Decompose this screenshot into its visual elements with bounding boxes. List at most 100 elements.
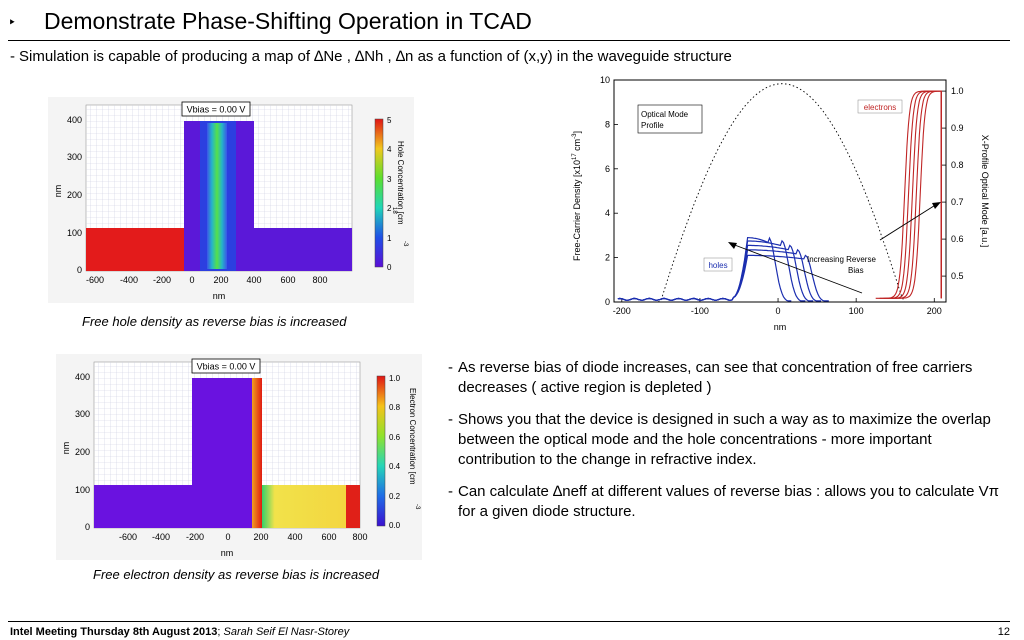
chart-y2-tick: 0.9 xyxy=(951,123,964,133)
electrons-label-box xyxy=(857,99,903,114)
chart-y-label-exp2: -3 xyxy=(572,133,578,139)
electron-map-vbias-label: Vbias = 0.00 V xyxy=(197,362,256,372)
hole-map-x-tick: 200 xyxy=(213,275,228,285)
electron-map-x-tick: 200 xyxy=(253,532,268,542)
electron-colorbar-tick: 1.0 xyxy=(389,374,401,383)
electron-map-x-tick: -200 xyxy=(186,532,204,542)
chart-y-label-unit: cm xyxy=(572,139,582,151)
bullet-item: - Can calculate ∆neff at different value… xyxy=(448,482,1004,522)
hole-map-y-tick: 200 xyxy=(67,190,82,200)
bullet-list: - As reverse bias of diode increases, ca… xyxy=(448,358,1004,534)
hole-map-x-tick: 0 xyxy=(189,275,194,285)
hole-colorbar-exponent: -3 xyxy=(402,241,408,247)
electron-map-x-tick: 600 xyxy=(321,532,336,542)
electron-map-y-tick: 300 xyxy=(75,409,90,419)
chart-x-tick: 100 xyxy=(849,306,864,316)
footer-meeting: Intel Meeting Thursday 8th August 2013 xyxy=(10,626,218,638)
optical-legend-label: Optical Mode xyxy=(641,110,689,119)
chart-y-label-exp1: 17 xyxy=(572,153,578,160)
chart-x-tick: 200 xyxy=(927,306,942,316)
electron-map-n-contact xyxy=(346,485,360,528)
hole-map-waveguide-core xyxy=(207,123,227,269)
optical-legend-box xyxy=(637,104,703,134)
bullet-item: - Shows you that the device is designed … xyxy=(448,410,1004,470)
bullet-text: Can calculate ∆neff at different values … xyxy=(458,483,999,520)
hole-map-y-tick: 100 xyxy=(67,228,82,238)
hole-map-y-tick: 300 xyxy=(67,152,82,162)
electron-map-colorbar xyxy=(376,375,386,527)
footer-separator: ; xyxy=(217,626,221,638)
electron-map-x-tick: -600 xyxy=(119,532,137,542)
bullet-item: - As reverse bias of diode increases, ca… xyxy=(448,358,1004,398)
electron-colorbar-tick: 0.0 xyxy=(389,521,401,530)
electrons-series-line xyxy=(875,90,942,299)
electron-concentration-map: Vbias = 0.00 V -600 -400 -200 0 200 400 … xyxy=(56,354,422,560)
hole-colorbar-scale: 18 xyxy=(391,207,397,214)
electron-map-y-tick: 100 xyxy=(75,485,90,495)
holes-series-line xyxy=(617,254,829,302)
chart-y2-tick: 1.0 xyxy=(951,86,964,96)
hole-map-x-tick: 800 xyxy=(312,275,327,285)
hole-map-vbias-label: Vbias = 0.00 V xyxy=(187,105,246,115)
electron-map-n-edge xyxy=(252,378,262,528)
footer-author: Sarah Seif El Nasr-Storey xyxy=(223,626,350,638)
hole-map-caption: Free hole density as reverse bias is inc… xyxy=(82,314,347,329)
hole-map-p-region xyxy=(86,228,184,271)
reverse-bias-annotation: Bias xyxy=(848,266,864,275)
electron-map-p-slab xyxy=(94,485,192,528)
hole-concentration-map: Vbias = 0.00 V -600 -400 -200 0 200 400 … xyxy=(48,97,414,303)
chart-y-label: Free-Carrier Density [x1017 cm-3] xyxy=(572,131,582,261)
electron-map-y-tick: 400 xyxy=(75,372,90,382)
hole-colorbar-tick: 0 xyxy=(387,263,392,272)
slide-subtitle: - Simulation is capable of producing a ma… xyxy=(10,48,732,65)
hole-colorbar-tick: 4 xyxy=(387,145,392,154)
electron-colorbar-exponent: -3 xyxy=(414,504,420,510)
hole-map-vbias-box xyxy=(181,101,251,117)
footer-rule xyxy=(8,621,1010,622)
electron-map-y-tick: 0 xyxy=(85,522,90,532)
bullet-dash: - xyxy=(448,411,453,428)
chart-x-label: nm xyxy=(774,322,787,332)
electron-colorbar-tick: 0.2 xyxy=(389,492,401,501)
hole-map-y-tick: 400 xyxy=(67,115,82,125)
chart-y-tick: 4 xyxy=(605,208,610,218)
chart-y2-tick: 0.5 xyxy=(951,271,964,281)
hole-colorbar-tick: 3 xyxy=(387,175,392,184)
electron-map-x-tick: 400 xyxy=(287,532,302,542)
bullet-text: As reverse bias of diode increases, can … xyxy=(458,359,973,396)
electron-map-rib xyxy=(192,378,254,528)
chart-y2-tick: 0.8 xyxy=(951,160,964,170)
chart-y2-tick: 0.6 xyxy=(951,234,964,244)
hole-map-y-tick: 0 xyxy=(77,265,82,275)
bullet-dash: - xyxy=(448,359,453,376)
footer-meeting-info: Intel Meeting Thursday 8th August 2013; … xyxy=(10,626,349,638)
hole-colorbar-tick: 2 xyxy=(387,204,392,213)
hole-colorbar-tick: 5 xyxy=(387,116,392,125)
chart-x-tick: 0 xyxy=(776,306,781,316)
electron-colorbar-label: Electron Concentration [cm xyxy=(408,388,417,485)
chart-y-tick: 8 xyxy=(605,119,610,129)
hole-colorbar-label: Hole Concentration [cm xyxy=(396,141,405,225)
holes-label: holes xyxy=(708,261,727,270)
electrons-label: electrons xyxy=(864,103,896,112)
hole-colorbar-tick: 1 xyxy=(387,234,392,243)
subtitle-dash: - xyxy=(10,48,15,65)
chart-y2-label: X-Profile Optical Mode [a.u.] xyxy=(980,135,990,248)
subtitle-text: Simulation is capable of producing a map… xyxy=(19,48,732,65)
chart-y-tick: 0 xyxy=(605,297,610,307)
electron-map-vbias-box xyxy=(191,358,261,374)
reverse-bias-annotation: Increasing Reverse xyxy=(807,255,876,264)
electrons-arrow-head xyxy=(932,202,941,209)
chart-y2-tick: 0.7 xyxy=(951,197,964,207)
hole-map-x-tick: -200 xyxy=(153,275,171,285)
chart-y-label-main: Free-Carrier Density [x10 xyxy=(572,160,582,261)
chart-y-tick: 6 xyxy=(605,164,610,174)
electron-map-x-label: nm xyxy=(221,548,234,558)
slide-title: Demonstrate Phase-Shifting Operation in … xyxy=(44,8,532,34)
chart-y-tick: 2 xyxy=(605,253,610,263)
electron-map-n-slab xyxy=(262,485,346,528)
electron-map-x-tick: -400 xyxy=(152,532,170,542)
electron-colorbar-tick: 0.6 xyxy=(389,433,401,442)
electron-colorbar-tick: 0.4 xyxy=(389,462,401,471)
electron-map-y-tick: 200 xyxy=(75,447,90,457)
